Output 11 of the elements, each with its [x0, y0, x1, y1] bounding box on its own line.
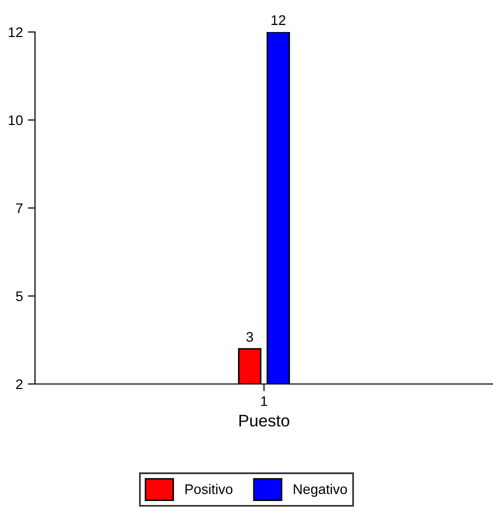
data-label: 3 [246, 332, 253, 342]
data-label: 12 [272, 15, 286, 25]
y-tick-label: 2 [16, 379, 22, 390]
x-tick-label: 1 [261, 396, 268, 406]
x-axis-title: Puesto [239, 414, 290, 427]
y-tick-label: 7 [16, 203, 22, 214]
legend-label: Negativo [294, 484, 347, 497]
y-tick-label: 5 [16, 291, 23, 302]
y-tick-label: 12 [8, 27, 22, 38]
legend-label: Positivo [186, 484, 232, 494]
y-tick-label: 10 [8, 115, 23, 126]
